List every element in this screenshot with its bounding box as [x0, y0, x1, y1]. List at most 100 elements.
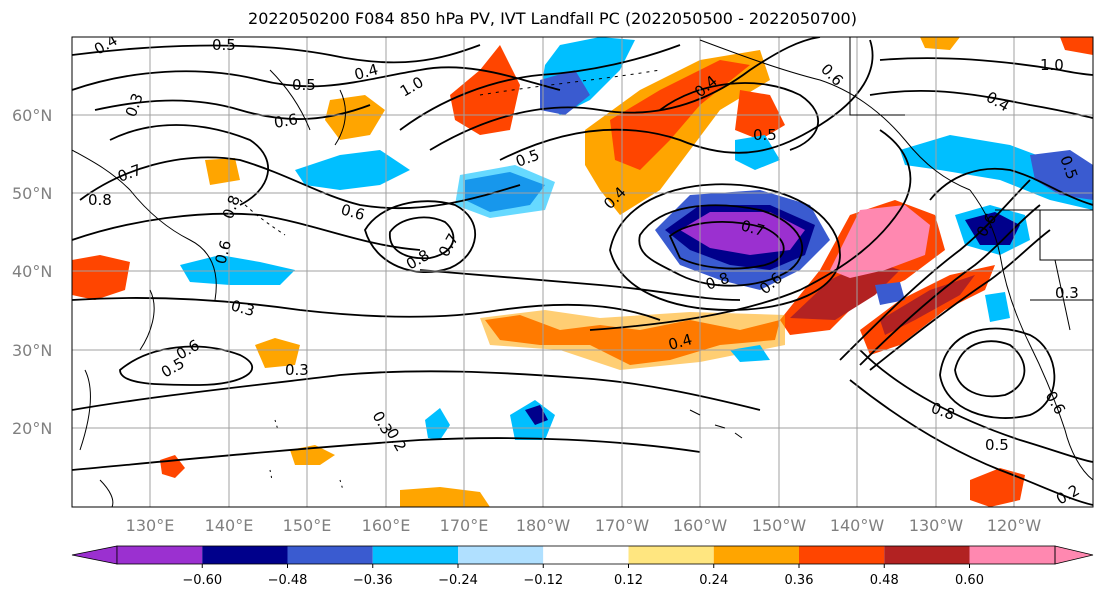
- lat-tick-label: 40°N: [12, 262, 52, 281]
- anomaly-region: [730, 345, 770, 362]
- colorbar-swatch: [202, 546, 288, 564]
- contour-line: [859, 204, 1041, 366]
- anomaly-region: [585, 50, 770, 215]
- colorbar-swatch: [969, 546, 1055, 564]
- contour-label: 0.5: [292, 76, 316, 94]
- colorbar-swatch: [713, 546, 799, 564]
- contour-line: [419, 269, 741, 301]
- contour-line: [109, 124, 269, 206]
- lon-tick-label: 160°W: [673, 516, 728, 535]
- contour-label: 0.4: [352, 60, 380, 84]
- anomaly-region: [455, 165, 555, 218]
- contour-line: [638, 204, 804, 287]
- contour-line: [849, 379, 1093, 506]
- colorbar-swatch: [372, 546, 458, 564]
- anomaly-region: [920, 37, 960, 50]
- contour-line: [389, 216, 455, 260]
- anomaly-region: [985, 292, 1010, 322]
- anomaly-region: [880, 275, 975, 335]
- anomaly-region: [255, 338, 300, 368]
- anomaly-region: [900, 135, 1093, 210]
- anomaly-region: [295, 150, 410, 190]
- contour-line: [929, 167, 1093, 206]
- chart-title: 2022050200 F084 850 hPa PV, IVT Landfall…: [248, 9, 857, 28]
- colorbar-swatch: [543, 546, 629, 564]
- colorbar-extend-min: [71, 545, 118, 565]
- contour-label: 0.5: [212, 36, 236, 54]
- anomaly-region: [400, 487, 490, 507]
- contour-line: [589, 129, 912, 331]
- lon-tick-label: 150°E: [283, 516, 332, 535]
- contour-line: [879, 57, 1093, 76]
- colorbar-extend-max: [1054, 545, 1094, 565]
- lat-axis: 60°N 50°N 40°N 30°N 20°N: [12, 106, 52, 438]
- lon-tick-label: 140°E: [205, 516, 254, 535]
- anomaly-region: [735, 135, 780, 170]
- anomaly-region: [325, 95, 385, 140]
- lon-tick-label: 180°W: [516, 516, 571, 535]
- contour-line: [869, 89, 1093, 119]
- contour-label: 0.3: [1055, 284, 1079, 302]
- anomaly-region: [875, 282, 905, 305]
- anomaly-region: [425, 408, 450, 440]
- coastline-aleutians: [479, 69, 661, 96]
- contour-label: 0.6: [273, 110, 300, 132]
- contour-line: [609, 183, 841, 311]
- lon-tick-label: 140°W: [830, 516, 885, 535]
- colorbar-tick-label: −0.36: [353, 573, 393, 588]
- contour-label: 0.5: [753, 126, 777, 144]
- colorbar-tick-label: 0.60: [955, 573, 984, 588]
- coastline-alaska: [699, 39, 971, 191]
- shaded-anomalies: [72, 37, 1093, 507]
- hawaii-islands: [689, 409, 743, 439]
- colorbar-tick-label: −0.48: [268, 573, 308, 588]
- anomaly-region: [970, 468, 1025, 507]
- colorbar-swatch: [884, 546, 970, 564]
- contour-line: [72, 297, 661, 321]
- map-content: 0.4 0.5 0.4 0.5 0.6 1.0 0.3 0.7 0.6 0.5 …: [72, 36, 1093, 507]
- contour-label: 1.0: [1040, 56, 1064, 74]
- contour-label: 0.3: [285, 361, 309, 379]
- lat-tick-label: 20°N: [12, 419, 52, 438]
- colorbar-tick-label: 0.12: [614, 573, 643, 588]
- colorbar-tick-label: −0.24: [438, 573, 478, 588]
- contour-line: [79, 156, 521, 210]
- border-us-states: [1030, 210, 1093, 331]
- contour-label: 0.5: [985, 436, 1009, 454]
- contour-line: [72, 370, 761, 411]
- lon-axis: 130°E 140°E 150°E 160°E 170°E 180°W 170°…: [126, 516, 1042, 535]
- colorbar-swatch: [458, 546, 544, 564]
- contour-label: 0.6: [339, 200, 367, 224]
- contour-line: [429, 37, 821, 151]
- contour-label: 0.7: [739, 216, 767, 240]
- anomaly-region: [1030, 150, 1093, 200]
- contour-line: [869, 229, 1051, 371]
- contour-line: [72, 437, 701, 471]
- colorbar-swatch: [117, 546, 203, 564]
- contour-line: [499, 39, 874, 161]
- lon-tick-label: 170°W: [595, 516, 650, 535]
- coastlines: [72, 37, 1093, 507]
- coastline-na-west: [969, 189, 1093, 481]
- lon-tick-label: 170°E: [440, 516, 489, 535]
- contour-line: [939, 327, 1056, 419]
- contour-label: 0.4: [666, 330, 694, 354]
- colorbar-swatch: [799, 546, 885, 564]
- pv-contours: [72, 37, 1093, 506]
- lon-tick-label: 150°W: [752, 516, 807, 535]
- colorbar-tick-label: 0.24: [699, 573, 728, 588]
- colorbar: −0.60 −0.48 −0.36 −0.24 −0.12 0.12 0.24 …: [71, 545, 1094, 588]
- coastline-kurils: [239, 199, 286, 236]
- anomaly-region: [790, 260, 900, 320]
- anomaly-region: [72, 255, 130, 300]
- lon-tick-label: 160°E: [362, 516, 411, 535]
- anomaly-region: [180, 255, 295, 285]
- colorbar-swatch: [287, 546, 373, 564]
- colorbar-tick-label: 0.36: [785, 573, 814, 588]
- contour-line: [399, 44, 681, 131]
- lat-tick-label: 60°N: [12, 106, 52, 125]
- contour-line: [659, 82, 819, 151]
- map-frame: [71, 36, 1094, 508]
- contour-line: [72, 44, 481, 64]
- pacific-islands: [269, 419, 344, 491]
